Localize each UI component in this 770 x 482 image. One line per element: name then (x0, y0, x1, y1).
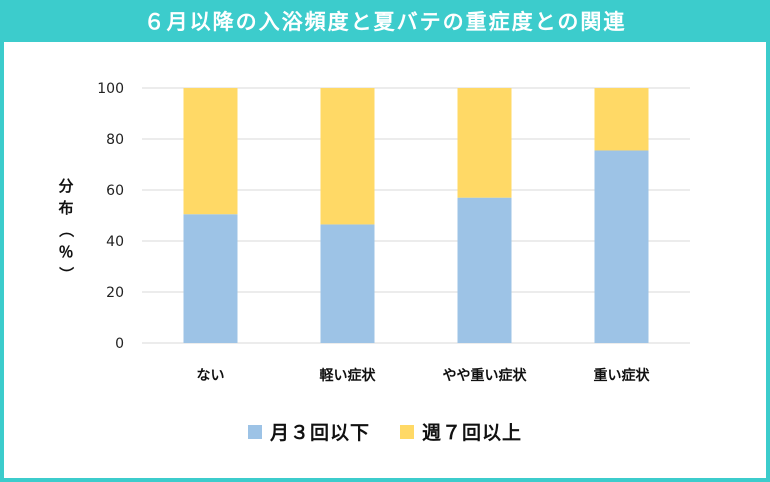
legend-label-low: 月３回以下 (269, 422, 370, 444)
bar-low (594, 150, 649, 343)
y-tick-label: 100 (97, 81, 124, 97)
y-axis-label-char: ） (57, 266, 75, 281)
bar-low (320, 224, 375, 343)
legend-swatch-high (400, 424, 414, 439)
bar-low (183, 214, 238, 343)
y-axis-label-char: （ (57, 222, 75, 237)
y-tick-label: 60 (106, 183, 124, 199)
y-tick-label: 0 (115, 336, 124, 352)
chart-title: ６月以降の入浴頻度と夏バテの重症度との関連 (143, 10, 627, 34)
bar-high (594, 88, 649, 151)
x-category-label: ない (197, 368, 225, 384)
bar-low (457, 197, 512, 343)
x-category-label: 重い症状 (594, 367, 651, 384)
legend-swatch-low (247, 424, 262, 439)
y-tick-label: 20 (106, 285, 124, 301)
title-bar: ６月以降の入浴頻度と夏バテの重症度との関連 (0, 0, 770, 42)
y-axis-label-char: 分 (58, 177, 73, 195)
legend-item-low: 月３回以下 (247, 418, 370, 445)
x-category-label: 軽い症状 (320, 367, 377, 384)
legend-item-high: 週７回以上 (400, 418, 522, 445)
bar-high (183, 88, 238, 215)
y-tick-label: 40 (106, 234, 124, 250)
legend: 月３回以下 週７回以上 (0, 418, 770, 445)
bar-high (457, 88, 512, 198)
bar-high (320, 88, 375, 225)
y-axis-label-char: ％ (58, 243, 73, 261)
legend-label-high: 週７回以上 (422, 422, 523, 444)
x-category-label: やや重い症状 (443, 367, 528, 384)
y-tick-label: 80 (106, 132, 124, 148)
y-axis-label-char: 布 (58, 199, 73, 217)
